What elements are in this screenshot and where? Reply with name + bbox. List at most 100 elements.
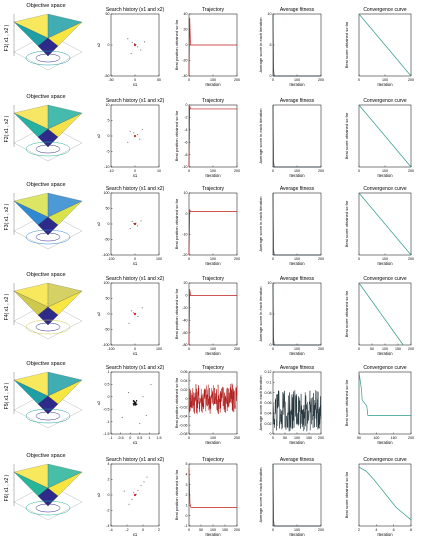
x-axis-label: x1	[133, 440, 138, 445]
series-line	[188, 209, 237, 256]
y-tick-label: -0.04	[179, 414, 187, 418]
search-point	[134, 402, 136, 404]
x-tick-label: 100	[382, 347, 388, 351]
y-tick-label: -60	[182, 331, 187, 335]
y-tick-label: -1	[184, 524, 187, 528]
panel-title: Trajectory	[202, 98, 225, 104]
search-point	[135, 43, 137, 45]
x-tick-label: 0	[188, 528, 190, 532]
series-line	[358, 104, 412, 168]
x-tick-label: -50	[108, 78, 113, 82]
x-tick-label: 200	[318, 169, 324, 173]
contour-ring	[35, 503, 61, 513]
y-axis-label: x2	[96, 133, 101, 138]
surface-label: F6( x1 , x2 )	[4, 474, 10, 501]
x-tick-label: 0	[272, 528, 274, 532]
x-tick-label: 0	[272, 436, 274, 440]
x-tick-label: 0.5	[137, 436, 142, 440]
panel-title: Average fitness	[280, 186, 315, 192]
y-tick-label: -80	[182, 343, 187, 347]
convergence-panel: Convergence curve 2 4 6 8 Iteration Best score…	[344, 457, 412, 537]
y-tick-label: 100	[104, 281, 110, 285]
search-panel: Search history (x1 and x2) -100 0 100 100 50 0…	[96, 186, 165, 266]
y-axis-label: Best score obtained so far	[344, 290, 349, 337]
panel-title: Convergence curve	[363, 365, 407, 371]
x-axis-label: Iteration	[205, 261, 221, 266]
x-axis-label: x1	[133, 173, 138, 178]
y-axis-label: Best position obtained so far	[174, 288, 179, 339]
trajectory-panel: Trajectory 0 100 200 0 -2 -4 -6 -8 -10 Iteration Be…	[174, 98, 240, 178]
y-tick-label: 0.02	[265, 422, 272, 426]
surface-face	[47, 192, 83, 218]
y-tick-label: -10	[104, 165, 109, 169]
objective-space-panel: Objective space F3( x1 , x2 )	[4, 182, 83, 250]
average-panel: Average fitness 0 100 200 10 5 0 Iteration Avera…	[258, 276, 324, 356]
y-tick-label: -40	[182, 318, 187, 322]
panel-title: Objective space	[26, 272, 65, 278]
y-axis-label: Average score in each iteration	[258, 17, 263, 72]
search-point	[130, 53, 132, 55]
x-tick-label: 200	[408, 347, 414, 351]
y-axis-label: Best score obtained so far	[344, 21, 349, 68]
x-tick-label: 0	[272, 78, 274, 82]
search-point	[136, 404, 138, 406]
y-tick-label: -100	[102, 343, 109, 347]
surface-label: F5( x1 , x2 )	[4, 382, 10, 409]
x-tick-label: 100	[210, 528, 216, 532]
x-tick-label: 200	[318, 436, 324, 440]
y-tick-label: 4	[108, 462, 110, 466]
x-axis-label: Iteration	[205, 532, 221, 537]
y-tick-label: 2	[108, 478, 110, 482]
search-point	[133, 222, 135, 224]
x-axis-label: Iteration	[377, 351, 393, 356]
x-tick-label: 0	[188, 169, 190, 173]
x-tick-label: 0	[272, 169, 274, 173]
average-panel: Average fitness 0 100 200 Iteration Average s…	[258, 457, 324, 537]
y-tick-label: -10	[182, 233, 187, 237]
convergence-panel: Convergence curve 0 50 100 150 200 Iteration Be…	[344, 276, 414, 356]
search-point	[144, 41, 146, 43]
y-tick-label: 0.04	[265, 412, 272, 416]
y-tick-label: 40	[184, 12, 188, 16]
y-tick-label: -50	[104, 238, 109, 242]
search-point	[127, 38, 129, 40]
y-tick-label: -4	[184, 128, 187, 132]
x-tick-label: 0	[134, 169, 136, 173]
search-point	[137, 315, 139, 317]
search-point	[133, 132, 135, 134]
panel-title: Trajectory	[202, 365, 225, 371]
search-panel: Search history (x1 and x2) -100 0 100 100 50 0…	[96, 276, 165, 356]
search-point	[132, 402, 134, 404]
surface-minimum	[37, 306, 59, 326]
x-tick-label: 0	[188, 347, 190, 351]
x-tick-label: 150	[222, 528, 228, 532]
surface-minimum	[37, 487, 59, 507]
panel-title: Objective space	[26, 453, 65, 459]
contour-ring	[25, 141, 71, 157]
contour-ring	[35, 411, 61, 421]
y-tick-label: -0.06	[179, 423, 187, 427]
y-tick-label: 10	[106, 103, 110, 107]
search-point	[133, 134, 137, 138]
series-line	[188, 289, 237, 346]
plot-area	[272, 192, 322, 256]
search-point	[121, 416, 123, 418]
x-axis-label: Iteration	[205, 440, 221, 445]
surface-minimum	[37, 395, 59, 415]
x-tick-label: 200	[318, 528, 324, 532]
x-tick-label: -0.5	[117, 436, 123, 440]
search-point	[140, 49, 142, 51]
panel-title: Search history (x1 and x2)	[106, 276, 165, 282]
panel-title: Average fitness	[280, 365, 315, 371]
search-point	[135, 222, 137, 224]
y-tick-label: -20	[182, 253, 187, 257]
panel-title: Convergence curve	[363, 7, 407, 13]
trajectory-panel: Trajectory 0 100 200 0.06 0.04 0.02 0 -0.02 -0.04…	[174, 365, 240, 445]
search-panel: Search history (x1 and x2) -1 -0.5 0 0.5 1 1.5…	[96, 365, 165, 445]
series-line	[272, 282, 321, 346]
panel-title: Objective space	[26, 3, 65, 9]
search-point	[133, 492, 135, 494]
search-point	[129, 130, 131, 132]
search-point	[141, 129, 143, 131]
